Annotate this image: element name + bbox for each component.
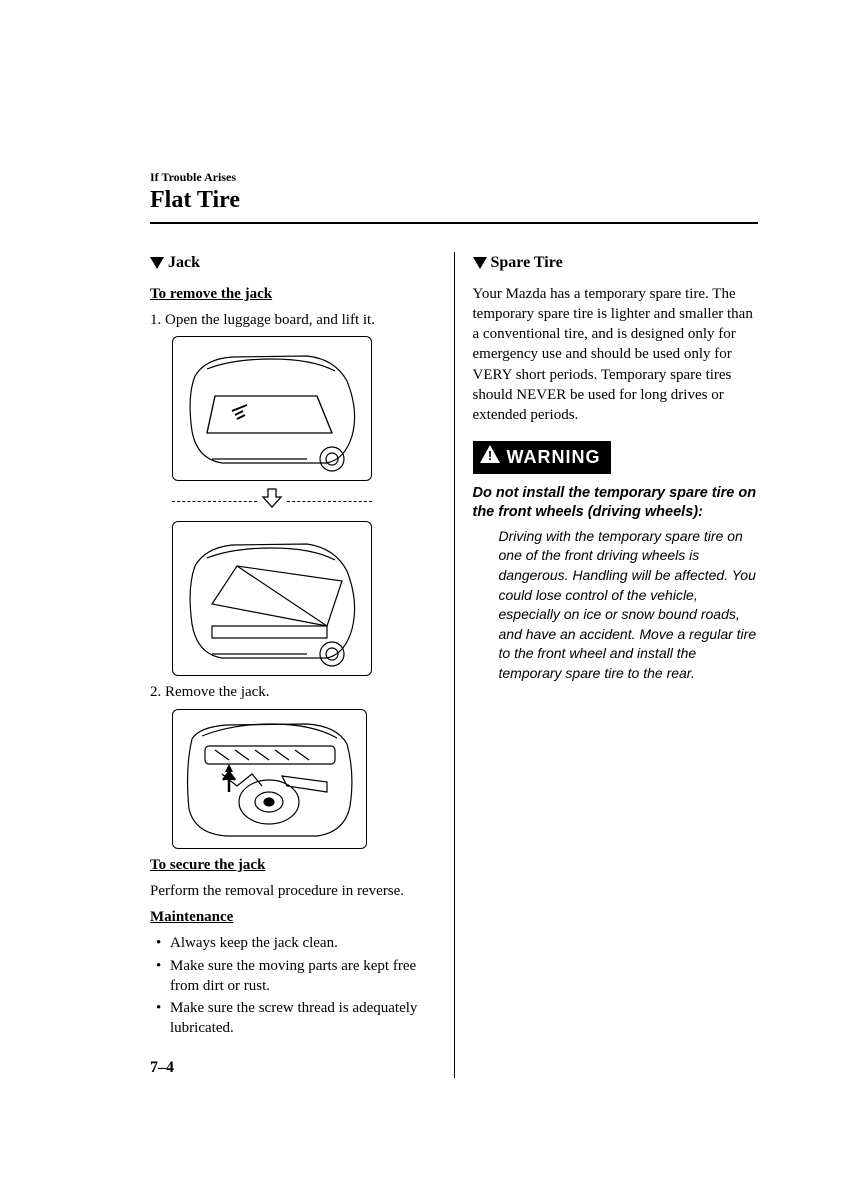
secure-jack-text: Perform the removal procedure in reverse… xyxy=(150,881,436,901)
warning-label: WARNING xyxy=(507,445,601,469)
page-number: 7–4 xyxy=(150,1057,436,1079)
dashed-line-left xyxy=(172,501,257,502)
left-column: Jack To remove the jack 1. Open the lugg… xyxy=(150,252,455,1078)
step-1-text: 1. Open the luggage board, and lift it. xyxy=(150,310,436,330)
maintenance-list: Always keep the jack clean. Make sure th… xyxy=(150,933,436,1038)
maintenance-item: Make sure the moving parts are kept free… xyxy=(156,956,436,997)
step-2-text: 2. Remove the jack. xyxy=(150,682,436,702)
spare-tire-intro: Your Mazda has a temporary spare tire. T… xyxy=(473,284,759,426)
svg-text:!: ! xyxy=(487,448,491,463)
illustration-luggage-board-1 xyxy=(172,336,372,481)
spare-tire-subhead: Spare Tire xyxy=(473,252,759,274)
warning-badge: ! WARNING xyxy=(473,441,611,473)
manual-page: If Trouble Arises Flat Tire Jack To remo… xyxy=(0,0,848,1158)
maintenance-heading: Maintenance xyxy=(150,907,436,927)
remove-jack-heading: To remove the jack xyxy=(150,284,436,304)
triangle-marker-icon xyxy=(473,257,487,269)
illustration-jack-location xyxy=(172,709,367,849)
step-divider xyxy=(172,487,372,515)
chapter-header: If Trouble Arises Flat Tire xyxy=(150,170,758,214)
maintenance-item: Always keep the jack clean. xyxy=(156,933,436,953)
secure-jack-heading: To secure the jack xyxy=(150,855,436,875)
warning-heading: Do not install the temporary spare tire … xyxy=(473,484,759,523)
page-title: Flat Tire xyxy=(150,187,758,214)
right-column: Spare Tire Your Mazda has a temporary sp… xyxy=(455,252,759,1078)
spare-tire-subhead-text: Spare Tire xyxy=(491,252,563,274)
warning-body: Driving with the temporary spare tire on… xyxy=(473,527,759,684)
two-column-layout: Jack To remove the jack 1. Open the lugg… xyxy=(150,252,758,1078)
dashed-line-right xyxy=(287,501,372,502)
jack-subhead-text: Jack xyxy=(168,252,200,274)
warning-triangle-icon: ! xyxy=(479,444,501,470)
chapter-name: If Trouble Arises xyxy=(150,170,758,185)
down-arrow-icon xyxy=(261,487,283,515)
title-rule xyxy=(150,222,758,224)
triangle-marker-icon xyxy=(150,257,164,269)
jack-subhead: Jack xyxy=(150,252,436,274)
maintenance-item: Make sure the screw thread is adequately… xyxy=(156,998,436,1039)
illustration-luggage-board-2 xyxy=(172,521,372,676)
